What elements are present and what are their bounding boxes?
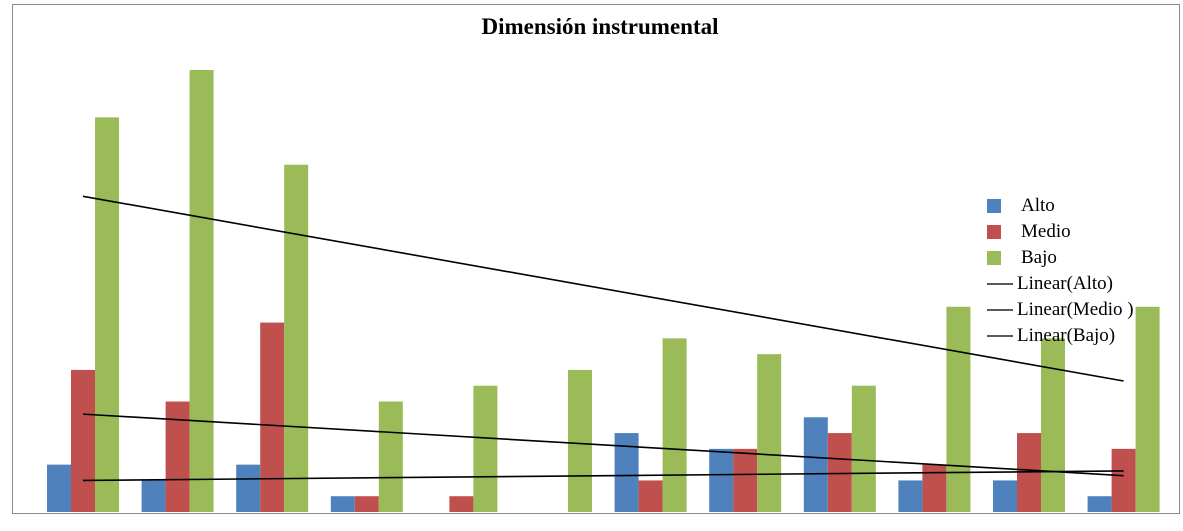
- legend-label-linear-alto: Linear(Alto): [1017, 273, 1114, 294]
- bar-alto-12: [1087, 496, 1112, 512]
- legend-swatch-medio: [987, 225, 1001, 239]
- bar-medio-3: [260, 322, 285, 512]
- bar-medio-4: [354, 496, 379, 512]
- bar-medio-5: [449, 496, 474, 512]
- bar-medio-2: [165, 401, 190, 512]
- bar-alto-3: [236, 464, 261, 512]
- bar-bajo-8: [757, 354, 782, 512]
- legend-item-linear-alto: Linear(Alto): [987, 271, 1134, 297]
- legend-label-alto: Alto: [1021, 195, 1055, 216]
- bar-bajo-7: [662, 338, 687, 512]
- legend-line-linear-medio: [987, 309, 1013, 311]
- bar-alto-7: [614, 433, 639, 512]
- bar-bajo-11: [1041, 338, 1065, 512]
- legend-item-medio: Medio: [987, 219, 1134, 245]
- bar-bajo-10: [946, 306, 971, 512]
- bar-alto-4: [330, 496, 355, 512]
- bar-alto-11: [993, 480, 1017, 512]
- trendline-medio: [82, 413, 1124, 477]
- legend-line-linear-alto: [987, 283, 1013, 285]
- bar-medio-10: [922, 464, 947, 512]
- legend-label-linear-bajo: Linear(Bajo): [1017, 325, 1116, 346]
- bar-bajo-5: [473, 385, 498, 512]
- trendline-alto: [82, 470, 1124, 482]
- bar-medio-7: [638, 480, 663, 512]
- legend-line-linear-bajo: [987, 335, 1013, 337]
- legend-item-bajo: Bajo: [987, 245, 1134, 271]
- bar-bajo-9: [851, 385, 876, 512]
- legend-item-linear-bajo: Linear(Bajo): [987, 323, 1134, 349]
- chart-legend: Alto Medio Bajo Linear(Alto) Linear(Medi…: [987, 193, 1134, 349]
- bar-bajo-6: [568, 369, 592, 512]
- bar-bajo-12: [1135, 306, 1160, 512]
- legend-label-bajo: Bajo: [1021, 247, 1057, 268]
- bar-medio-8: [733, 448, 758, 512]
- bar-bajo-3: [284, 164, 309, 512]
- bar-alto-1: [47, 464, 71, 512]
- bar-medio-1: [71, 369, 95, 512]
- bar-alto-2: [141, 480, 166, 512]
- legend-item-linear-medio: Linear(Medio ): [987, 297, 1134, 323]
- bar-alto-10: [898, 480, 923, 512]
- bar-alto-8: [709, 448, 734, 512]
- trendline-bajo: [82, 195, 1124, 382]
- legend-label-linear-medio: Linear(Medio ): [1017, 299, 1134, 320]
- bar-bajo-2: [189, 70, 214, 512]
- bar-bajo-1: [95, 117, 119, 512]
- bar-alto-9: [803, 417, 828, 512]
- legend-swatch-alto: [987, 199, 1001, 213]
- bar-medio-9: [827, 433, 852, 512]
- legend-label-medio: Medio: [1021, 221, 1071, 242]
- legend-swatch-bajo: [987, 251, 1001, 265]
- legend-item-alto: Alto: [987, 193, 1134, 219]
- bar-medio-12: [1111, 448, 1136, 512]
- bar-bajo-4: [378, 401, 403, 512]
- chart-title: Dimensión instrumental: [481, 14, 719, 39]
